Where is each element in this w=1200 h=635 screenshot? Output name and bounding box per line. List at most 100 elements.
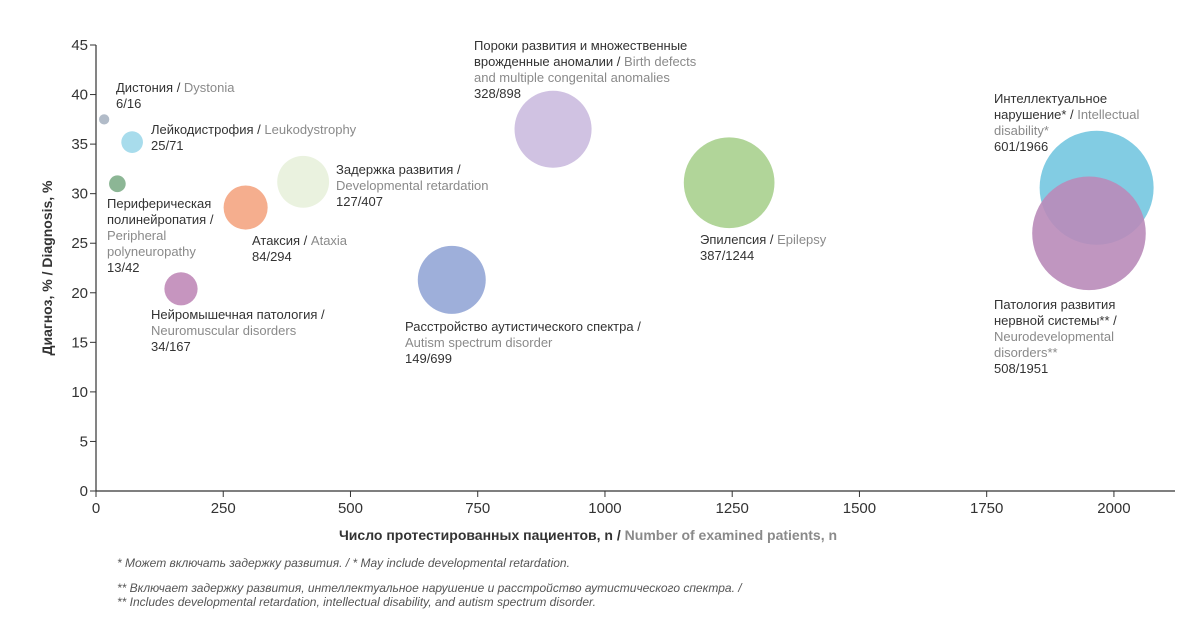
label-en: disability* bbox=[994, 123, 1049, 138]
label-en: Epilepsy bbox=[777, 232, 827, 247]
bubble bbox=[121, 131, 143, 153]
bubble-label: and multiple congenital anomalies bbox=[474, 70, 670, 85]
bubble bbox=[514, 90, 592, 168]
label-en: Neurodevelopmental bbox=[994, 329, 1114, 344]
y-tick-label: 15 bbox=[71, 334, 88, 351]
bubble-label: Интеллектуальное bbox=[994, 91, 1107, 106]
count-label: 13/42 bbox=[107, 260, 140, 275]
bubble-label: врожденные аномалии / Birth defects bbox=[474, 54, 697, 69]
bubble-label: disorders** bbox=[994, 345, 1058, 360]
label-ru: Эпилепсия / bbox=[700, 232, 777, 247]
bubble bbox=[164, 272, 198, 306]
x-tick-label: 2000 bbox=[1097, 500, 1130, 517]
bubble bbox=[99, 114, 110, 125]
x-axis-title-ru: Число протестированных пациентов, n / bbox=[339, 527, 625, 543]
bubble-label: Нейромышечная патология / bbox=[151, 307, 325, 322]
label-en: Neuromuscular disorders bbox=[151, 323, 297, 338]
x-tick-label: 1750 bbox=[970, 500, 1003, 517]
bubble-label: Peripheral bbox=[107, 228, 166, 243]
footnote: * Может включать задержку развития. / * … bbox=[117, 556, 570, 570]
label-ru: Периферическая bbox=[107, 196, 211, 211]
bubble-label: Патология развития bbox=[994, 297, 1115, 312]
bubble-label: нервной системы** / bbox=[994, 313, 1117, 328]
count-label: 25/71 bbox=[151, 138, 184, 153]
bubble bbox=[277, 155, 330, 208]
y-tick-label: 5 bbox=[80, 433, 88, 450]
label-en: Leukodystrophy bbox=[264, 122, 356, 137]
bubble-label: Расстройство аутистического спектра / bbox=[405, 319, 641, 334]
x-axis-title-en: Number of examined patients, n bbox=[625, 527, 837, 543]
bubble-label: Периферическая bbox=[107, 196, 211, 211]
count-label: 601/1966 bbox=[994, 139, 1048, 154]
x-tick-label: 500 bbox=[338, 500, 363, 517]
label-ru: Патология развития bbox=[994, 297, 1115, 312]
y-tick-label: 35 bbox=[71, 136, 88, 153]
y-tick-label: 25 bbox=[71, 235, 88, 252]
bubble bbox=[417, 245, 486, 314]
label-en: Developmental retardation bbox=[336, 178, 488, 193]
label-ru: Интеллектуальное bbox=[994, 91, 1107, 106]
bubble-label: Лейкодистрофия / Leukodystrophy bbox=[151, 122, 357, 137]
footnote: ** Включает задержку развития, интеллект… bbox=[117, 581, 743, 595]
y-tick-label: 10 bbox=[71, 384, 88, 401]
bubble-label: полинейропатия / bbox=[107, 212, 214, 227]
label-ru: Дистония / bbox=[116, 80, 184, 95]
bubble-label: Neuromuscular disorders bbox=[151, 323, 297, 338]
y-tick-label: 45 bbox=[71, 37, 88, 54]
bubble-label: Атаксия / Ataxia bbox=[252, 233, 348, 248]
count-label: 127/407 bbox=[336, 194, 383, 209]
bubble-label: Neurodevelopmental bbox=[994, 329, 1114, 344]
bubble-label: Задержка развития / bbox=[336, 162, 461, 177]
label-ru: нервной системы** / bbox=[994, 313, 1117, 328]
label-en: Birth defects bbox=[624, 54, 697, 69]
bubble bbox=[109, 175, 126, 193]
count-label: 6/16 bbox=[116, 96, 141, 111]
label-en: Autism spectrum disorder bbox=[405, 335, 553, 350]
count-label: 508/1951 bbox=[994, 361, 1048, 376]
x-tick-label: 1250 bbox=[716, 500, 749, 517]
y-tick-label: 30 bbox=[71, 186, 88, 203]
y-axis-title: Диагноз, % / Diagnosis, % bbox=[39, 180, 55, 356]
x-axis-title: Число протестированных пациентов, n / Nu… bbox=[339, 527, 837, 543]
label-ru: нарушение* / bbox=[994, 107, 1077, 122]
bubble-label: polyneuropathy bbox=[107, 244, 196, 259]
bubble bbox=[683, 137, 775, 229]
label-en: polyneuropathy bbox=[107, 244, 196, 259]
y-tick-label: 20 bbox=[71, 285, 88, 302]
bubble-label: Дистония / Dystonia bbox=[116, 80, 235, 95]
bubble-label: disability* bbox=[994, 123, 1049, 138]
label-en: and multiple congenital anomalies bbox=[474, 70, 670, 85]
label-en: disorders** bbox=[994, 345, 1058, 360]
y-tick-label: 0 bbox=[80, 483, 88, 500]
label-ru: Пороки развития и множественные bbox=[474, 38, 687, 53]
label-en: Ataxia bbox=[311, 233, 348, 248]
label-ru: Нейромышечная патология / bbox=[151, 307, 325, 322]
label-en: Peripheral bbox=[107, 228, 166, 243]
label-ru: Лейкодистрофия / bbox=[151, 122, 264, 137]
bubble-label: Developmental retardation bbox=[336, 178, 488, 193]
bubble-label: Autism spectrum disorder bbox=[405, 335, 553, 350]
label-en: Dystonia bbox=[184, 80, 235, 95]
bubble bbox=[1032, 176, 1146, 291]
label-ru: Расстройство аутистического спектра / bbox=[405, 319, 641, 334]
count-label: 84/294 bbox=[252, 249, 292, 264]
count-label: 387/1244 bbox=[700, 248, 754, 263]
bubble-label: нарушение* / Intellectual bbox=[994, 107, 1139, 122]
label-en: Intellectual bbox=[1077, 107, 1139, 122]
count-label: 328/898 bbox=[474, 86, 521, 101]
label-ru: врожденные аномалии / bbox=[474, 54, 624, 69]
label-ru: Атаксия / bbox=[252, 233, 311, 248]
count-label: 149/699 bbox=[405, 351, 452, 366]
label-ru: полинейропатия / bbox=[107, 212, 214, 227]
bubble-label: Пороки развития и множественные bbox=[474, 38, 687, 53]
bubble-label: Эпилепсия / Epilepsy bbox=[700, 232, 827, 247]
y-tick-label: 40 bbox=[71, 87, 88, 104]
x-tick-label: 250 bbox=[211, 500, 236, 517]
x-tick-label: 1500 bbox=[843, 500, 876, 517]
count-label: 34/167 bbox=[151, 339, 191, 354]
x-tick-label: 1000 bbox=[588, 500, 621, 517]
label-ru: Задержка развития / bbox=[336, 162, 461, 177]
x-tick-label: 0 bbox=[92, 500, 100, 517]
bubble bbox=[223, 185, 268, 230]
